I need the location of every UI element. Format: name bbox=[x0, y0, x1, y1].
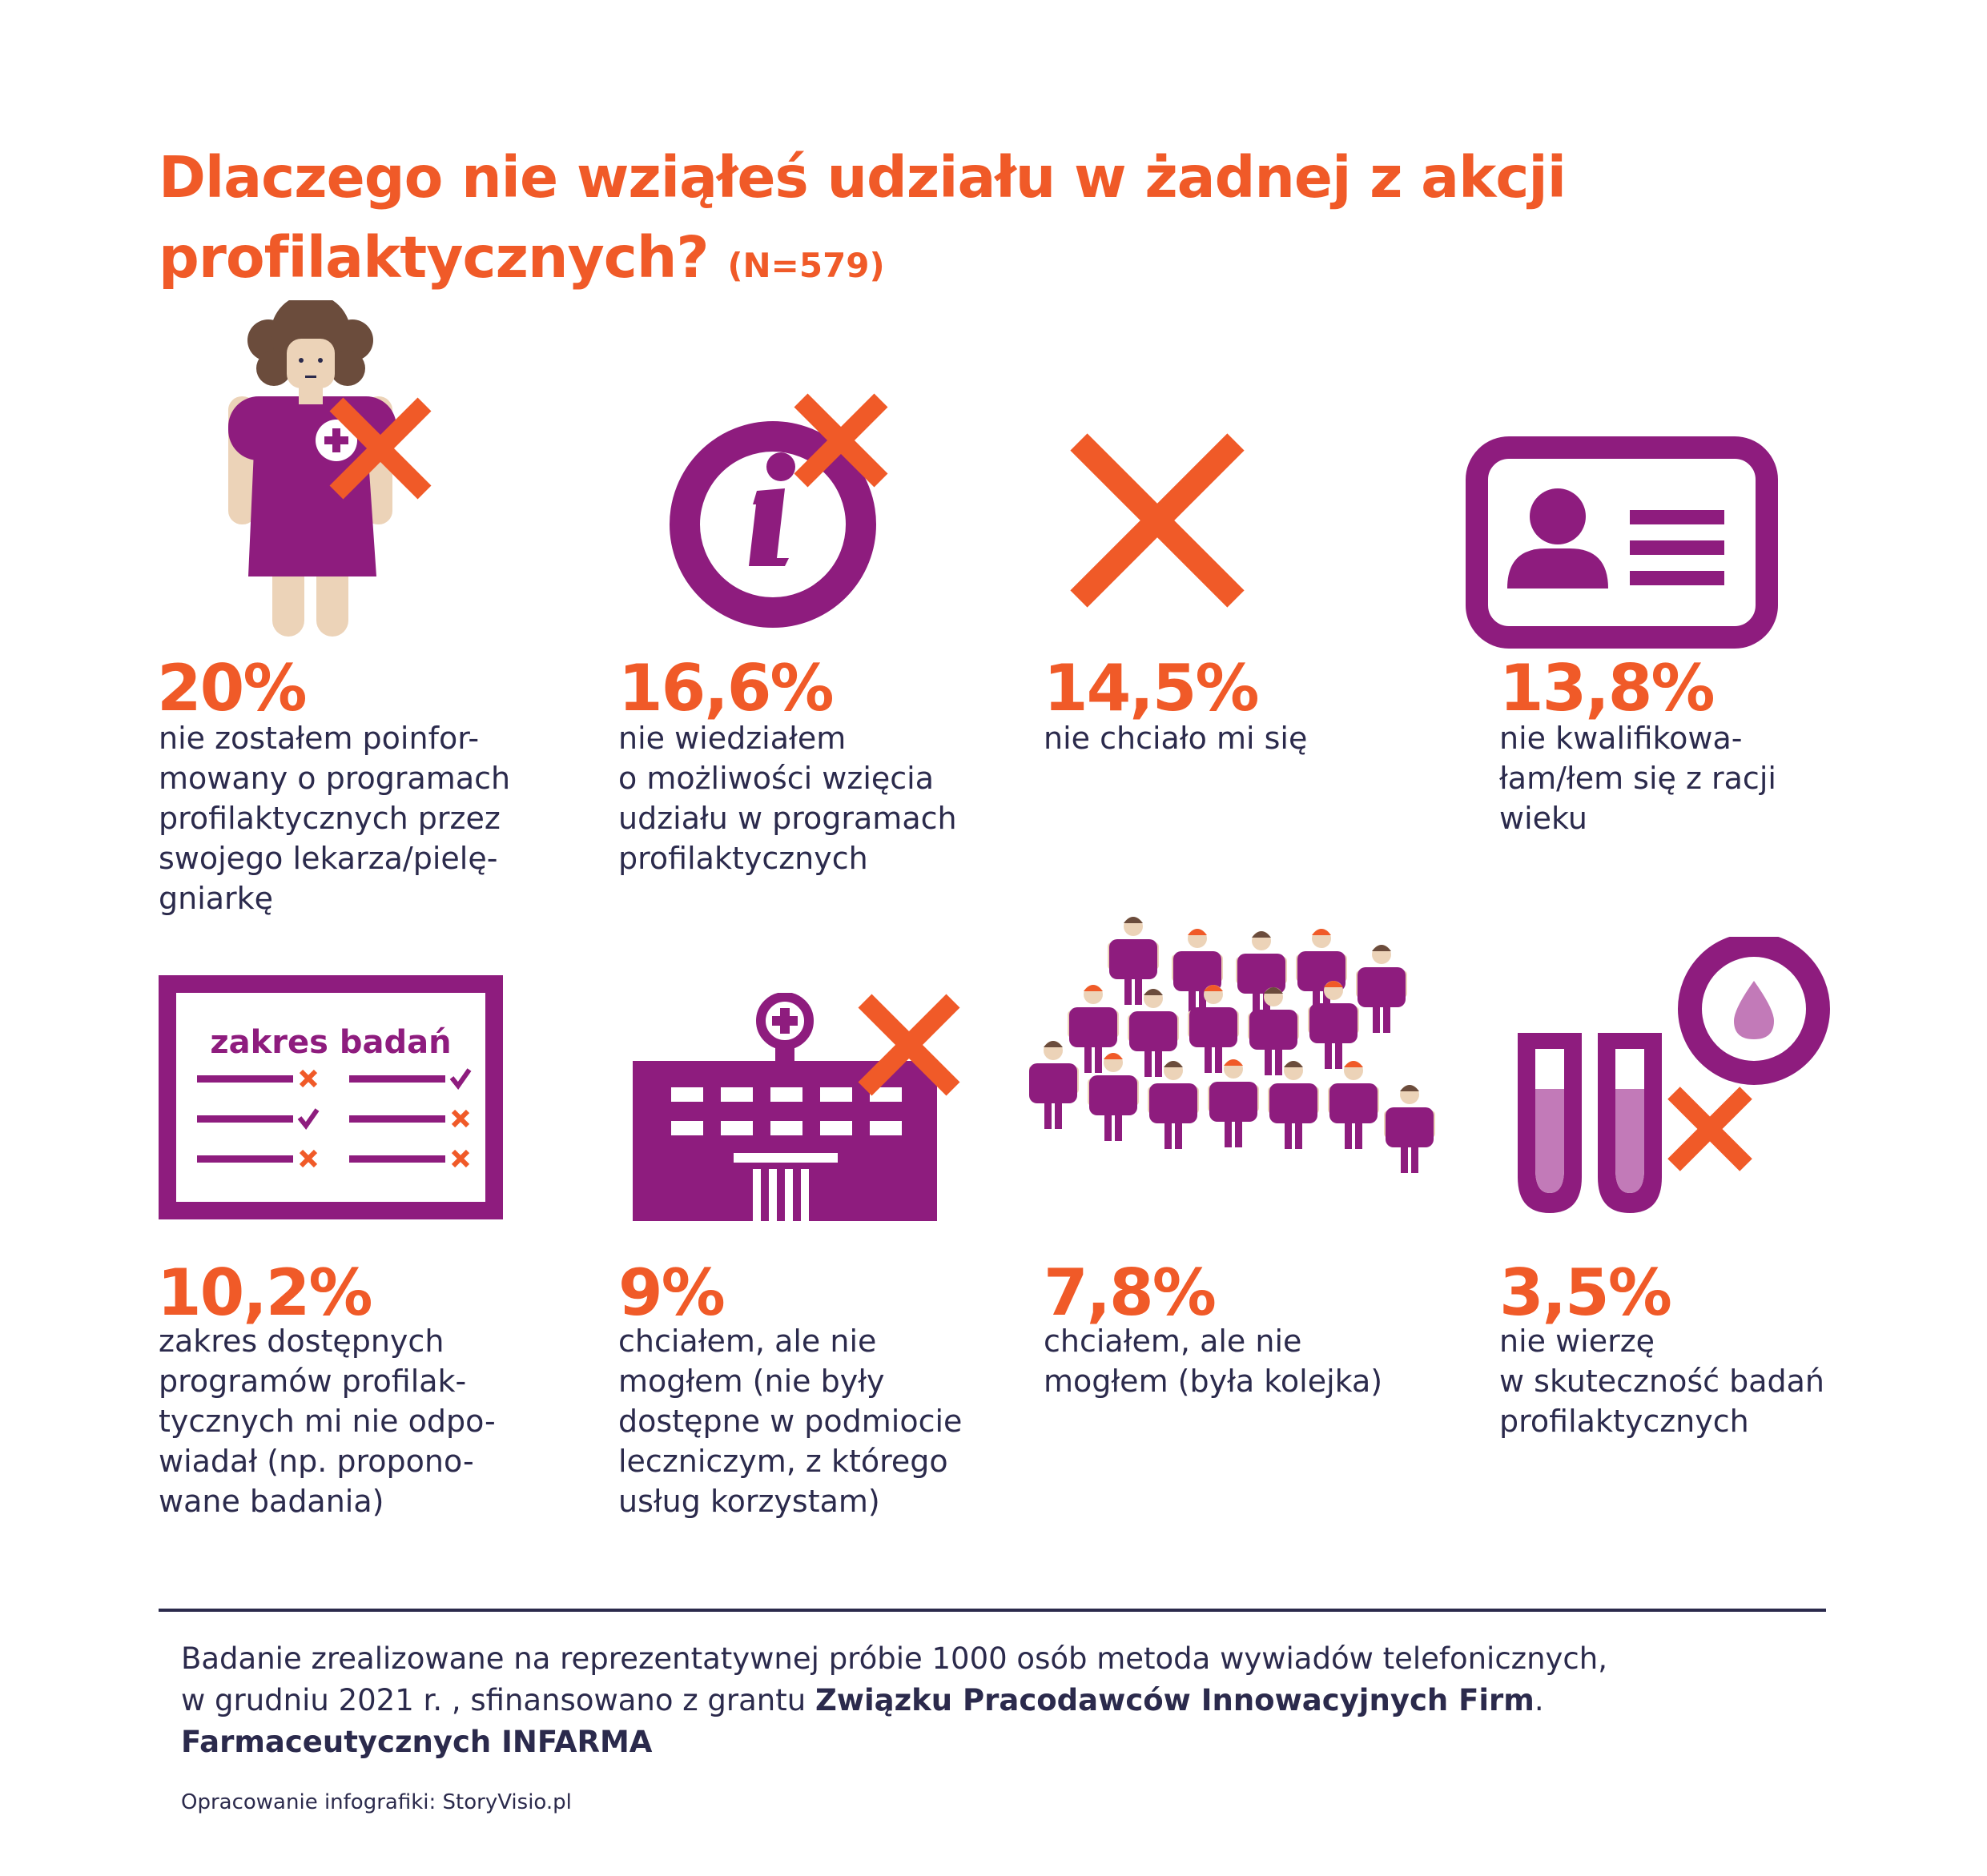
stat-description: nie kwalifikowa- łam/łem się z racji wie… bbox=[1499, 718, 1900, 838]
title-line-2: profilaktycznych? (N=579) bbox=[159, 218, 1680, 306]
stat-value: 14,5% bbox=[1044, 651, 1260, 725]
stat-description: nie chciało mi się bbox=[1044, 718, 1444, 758]
stat-description: nie wiedziałem o możliwości wzięcia udzi… bbox=[618, 718, 1019, 878]
desc-line: profilaktycznych bbox=[618, 841, 868, 876]
crowd-icon bbox=[1029, 917, 1435, 1173]
hospital-crossed-icon bbox=[633, 993, 960, 1221]
desc-line: nie wierzę bbox=[1499, 1324, 1655, 1359]
person-figure bbox=[1384, 1085, 1435, 1173]
desc-line: mogłem (była kolejka) bbox=[1044, 1364, 1383, 1399]
stat-description: nie zostałem poinfor- mowany o programac… bbox=[159, 718, 559, 918]
desc-line: w skuteczność badań bbox=[1499, 1364, 1824, 1399]
stat-description: zakres dostępnych programów profilak- ty… bbox=[159, 1321, 559, 1521]
desc-line: chciałem, ale nie bbox=[1044, 1324, 1302, 1359]
desc-line: udziału w programach bbox=[618, 801, 957, 836]
footer-divider bbox=[159, 1609, 1826, 1612]
stat-value: 3,5% bbox=[1499, 1255, 1672, 1330]
person-figure bbox=[1088, 1053, 1139, 1141]
footer-line-2: w grudniu 2021 r. , sfinansowano z grant… bbox=[181, 1680, 1863, 1721]
desc-line: wieku bbox=[1499, 801, 1587, 836]
desc-line: profilaktycznych bbox=[1499, 1404, 1749, 1439]
desc-line: wiadał (np. propono- bbox=[159, 1444, 474, 1479]
desc-line: mogłem (nie były bbox=[618, 1364, 885, 1399]
funder-name: Związku Pracodawców Innowacyjnych Firm bbox=[815, 1683, 1534, 1717]
id-card-icon bbox=[1466, 436, 1778, 649]
stat-value: 20% bbox=[157, 651, 307, 725]
person-figure bbox=[1128, 989, 1179, 1077]
infographic-title: Dlaczego nie wziąłeś udziału w żadnej z … bbox=[159, 138, 1680, 306]
desc-line: programów profilak- bbox=[159, 1364, 467, 1399]
desc-line: nie kwalifikowa- bbox=[1499, 721, 1743, 756]
person-figure bbox=[1236, 931, 1287, 1019]
desc-line: dostępne w podmiocie bbox=[618, 1404, 963, 1439]
footer-line-2-end: . bbox=[1534, 1683, 1544, 1717]
desc-line: leczniczym, z którego bbox=[618, 1444, 948, 1479]
person-figure bbox=[1308, 981, 1359, 1069]
desc-line: chciałem, ale nie bbox=[618, 1324, 877, 1359]
stat-description: nie wierzę w skuteczność badań profilakt… bbox=[1499, 1321, 1900, 1441]
person-figure bbox=[1108, 917, 1159, 1005]
desc-line: łam/łem się z racji bbox=[1499, 761, 1776, 796]
stat-value: 16,6% bbox=[618, 651, 835, 725]
desc-line: wane badania) bbox=[159, 1484, 384, 1519]
person-figure bbox=[1248, 987, 1299, 1075]
footer-line-3: Farmaceutycznych INFARMA bbox=[181, 1721, 1863, 1763]
person-figure bbox=[1029, 1041, 1079, 1129]
person-figure bbox=[1268, 1061, 1319, 1149]
desc-line: profilaktycznych przez bbox=[159, 801, 501, 836]
checklist-heading: zakres badań bbox=[210, 1024, 451, 1061]
cross-icon bbox=[1070, 433, 1245, 608]
footer-line-1: Badanie zrealizowane na reprezentatywnej… bbox=[181, 1641, 1607, 1676]
desc-line: swojego lekarza/pielę- bbox=[159, 841, 498, 876]
person-figure bbox=[1356, 945, 1407, 1033]
person-figure bbox=[1328, 1061, 1379, 1149]
desc-line: zakres dostępnych bbox=[159, 1324, 444, 1359]
stat-description: chciałem, ale nie mogłem (była kolejka) bbox=[1044, 1321, 1444, 1401]
stat-value: 7,8% bbox=[1044, 1255, 1217, 1330]
stat-description: chciałem, ale nie mogłem (nie były dostę… bbox=[618, 1321, 1019, 1521]
title-line-1: Dlaczego nie wziąłeś udziału w żadnej z … bbox=[159, 144, 1567, 211]
desc-line: o możliwości wzięcia bbox=[618, 761, 935, 796]
checklist-icon: zakres badań bbox=[159, 975, 503, 1219]
credit-line: Opracowanie infografiki: StoryVisio.pl bbox=[181, 1790, 572, 1814]
info-crossed-icon bbox=[670, 393, 888, 628]
desc-line: nie chciało mi się bbox=[1044, 721, 1308, 756]
stat-value: 10,2% bbox=[157, 1255, 373, 1330]
title-line-2-text: profilaktycznych? bbox=[159, 224, 710, 291]
desc-line: tycznych mi nie odpo- bbox=[159, 1404, 496, 1439]
funder-name-cont: Farmaceutycznych INFARMA bbox=[181, 1725, 653, 1759]
desc-line: gniarkę bbox=[159, 881, 274, 916]
person-figure bbox=[1148, 1061, 1199, 1149]
person-figure bbox=[1172, 929, 1223, 1017]
desc-line: usług korzystam) bbox=[618, 1484, 880, 1519]
person-figure bbox=[1068, 985, 1119, 1073]
stat-value: 9% bbox=[618, 1255, 726, 1330]
person-figure bbox=[1208, 1059, 1259, 1147]
sample-size: (N=579) bbox=[727, 246, 885, 285]
footer-line-2-text: w grudniu 2021 r. , sfinansowano z grant… bbox=[181, 1683, 815, 1717]
desc-line: mowany o programach bbox=[159, 761, 511, 796]
desc-line: nie zostałem poinfor- bbox=[159, 721, 480, 756]
desc-line: nie wiedziałem bbox=[618, 721, 847, 756]
person-figure bbox=[1188, 985, 1239, 1073]
stat-value: 13,8% bbox=[1499, 651, 1715, 725]
doctor-crossed-icon bbox=[228, 300, 432, 637]
footer-note: Badanie zrealizowane na reprezentatywnej… bbox=[181, 1638, 1863, 1763]
test-tubes-crossed-icon bbox=[1518, 937, 1830, 1213]
